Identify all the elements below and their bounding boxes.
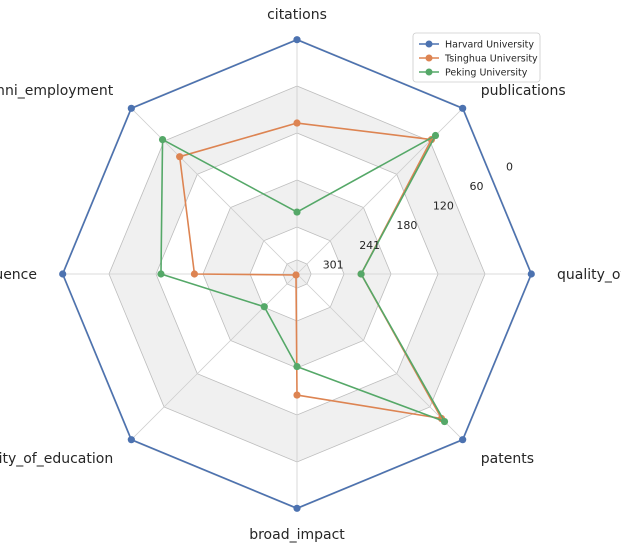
legend-marker-tsinghua [425,54,433,62]
axis-spoke [296,273,464,441]
axis-label: quality_of_education [0,451,113,467]
data-point [127,436,135,444]
legend-label-harvard: Harvard University [445,40,534,51]
radial-tick-label: 60 [470,180,484,193]
data-point [527,270,535,278]
axis-label: patents [481,451,534,467]
data-point [190,270,199,278]
data-point [293,36,301,44]
radial-tick-labels: 0 60 120 180 241 301 [323,161,513,272]
data-point [293,208,301,216]
data-point [293,119,301,127]
data-point [59,270,67,278]
series-0 [59,36,535,512]
legend-box [412,32,541,83]
legend-label-tsinghua: Tsinghua University [444,54,538,65]
radial-tick-label: 301 [323,259,344,272]
axis-labels: citations publications quality_of_facultyp… [0,7,621,543]
legend-entry-harvard: Harvard University [419,40,534,51]
series-layer [59,36,535,512]
data-point [176,153,184,161]
data-point [127,104,135,112]
axis-spoke [130,273,298,441]
data-point [357,270,365,278]
data-point [293,504,301,512]
legend-marker-harvard [425,40,433,48]
data-point [431,131,440,140]
data-point [292,271,300,279]
radial-tick-label: 120 [433,200,454,213]
axis-label: influence [0,267,37,283]
data-point [459,104,467,112]
axis-label: citations [267,7,327,23]
radial-tick-label: 0 [506,161,513,174]
axis-label: broad_impact [249,527,345,543]
legend-marker-peking [425,68,433,76]
axis-spoke [130,107,298,275]
data-point [459,436,467,444]
legend: Harvard University Tsinghua University P… [412,32,541,83]
axis-label: publications [481,83,566,99]
axis-label: quality_of_faculty [557,267,621,283]
data-point [158,135,167,144]
radial-tick-label: 180 [396,219,417,232]
data-point [157,270,165,278]
data-point [293,362,301,371]
radial-tick-label: 241 [359,239,380,252]
data-point [260,303,268,311]
legend-entry-tsinghua: Tsinghua University [419,54,538,65]
legend-entry-peking: Peking University [419,68,528,79]
legend-label-peking: Peking University [445,68,528,79]
data-point [293,391,301,399]
axis-label: alumni_employment [0,83,114,99]
data-point [440,417,449,426]
series-1 [176,119,446,423]
series-2 [157,131,449,426]
